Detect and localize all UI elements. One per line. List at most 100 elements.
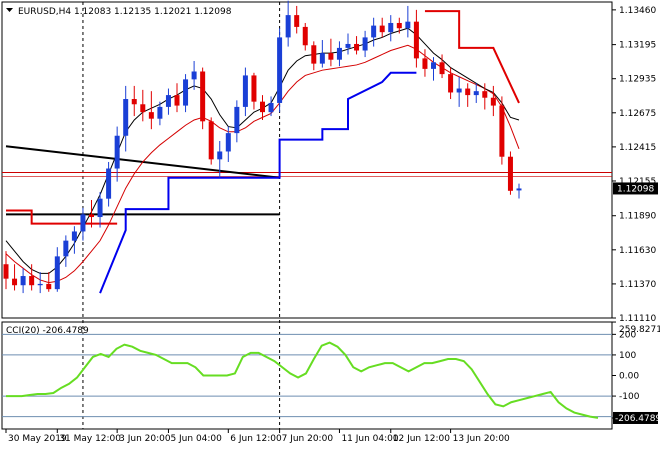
candle — [3, 251, 9, 290]
current-price-label: 1.12098 — [617, 184, 654, 194]
candle — [80, 207, 86, 241]
candle-body — [294, 15, 300, 27]
price-tick-label: 1.11630 — [619, 246, 656, 256]
cci-panel — [2, 333, 612, 419]
candle-body — [54, 256, 60, 290]
candle — [191, 61, 197, 90]
candle-body — [336, 47, 342, 60]
candle-body — [328, 53, 334, 60]
candle-body — [516, 188, 522, 191]
candle-body — [439, 62, 445, 75]
time-tick-label: 11 Jun 04:00 — [341, 434, 398, 444]
candle — [456, 76, 462, 107]
candle — [200, 67, 206, 130]
candle-body — [499, 105, 505, 157]
candle — [413, 9, 419, 68]
candle — [131, 85, 137, 117]
price-axis: 1.13460 1.13195 1.12935 1.12675 1.12415 1.121… — [612, 6, 658, 324]
candle-body — [448, 74, 454, 93]
candle-body — [174, 95, 180, 106]
time-tick-label: 5 Jun 04:00 — [170, 434, 222, 444]
candle — [12, 264, 18, 291]
candle-body — [405, 21, 411, 29]
candle — [20, 268, 26, 294]
candle — [294, 5, 300, 34]
candle-body — [200, 71, 206, 122]
chevron-down-icon[interactable] — [6, 8, 13, 12]
candle — [354, 36, 360, 55]
cci-tick-label: 100 — [619, 351, 636, 361]
candle — [439, 54, 445, 79]
candle — [234, 100, 240, 143]
candle-body — [354, 43, 360, 51]
price-tick-label: 1.13460 — [619, 6, 656, 16]
candle-body — [234, 106, 240, 134]
candle-body — [63, 240, 69, 257]
price-tick-label: 1.12155 — [619, 177, 656, 187]
time-tick-label: 31 May 12:00 — [59, 434, 121, 444]
candle-body — [285, 15, 291, 38]
candle — [63, 235, 69, 267]
candle-body — [46, 283, 52, 290]
trailing-stop-down-2 — [424, 10, 520, 104]
candle — [174, 83, 180, 113]
candle-body — [20, 276, 26, 286]
time-tick-label: 30 May 2019 — [8, 434, 67, 444]
candle-body — [106, 168, 112, 199]
candle-body — [396, 22, 402, 29]
candle — [225, 126, 231, 162]
candle — [260, 95, 265, 121]
price-tick-label: 1.11370 — [619, 280, 656, 290]
candle — [490, 85, 496, 117]
time-tick-label: 7 Jun 20:00 — [282, 434, 334, 444]
candle-body — [413, 21, 419, 59]
candle-body — [37, 283, 43, 286]
candle-body — [277, 37, 283, 103]
candle-body — [379, 25, 385, 33]
candle — [336, 41, 342, 67]
candle-body — [268, 102, 274, 113]
candle — [507, 151, 513, 195]
candle-body — [89, 214, 94, 218]
candle-body — [183, 79, 189, 106]
candle — [208, 117, 214, 165]
candle-body — [29, 276, 35, 286]
price-tick-label: 1.12415 — [619, 143, 656, 153]
candle-body — [362, 37, 368, 51]
candle — [473, 83, 479, 103]
time-tick-label: 6 Jun 12:00 — [230, 434, 282, 444]
cci-header: CCI(20) -206.4789 — [6, 326, 89, 336]
price-tick-label: 1.11890 — [619, 212, 656, 222]
time-tick-label: 3 Jun 20:00 — [119, 434, 171, 444]
candle-body — [371, 25, 377, 38]
candle — [268, 96, 274, 117]
candle — [448, 67, 454, 100]
candle — [388, 15, 394, 42]
candle — [89, 199, 94, 228]
candle — [311, 41, 317, 71]
candle — [123, 85, 129, 152]
candle — [422, 49, 428, 77]
candle-body — [157, 106, 163, 119]
candle — [148, 91, 154, 130]
price-tick-label: 1.13195 — [619, 41, 656, 51]
time-tick-label: 13 Jun 20:00 — [453, 434, 510, 444]
candle-body — [465, 88, 471, 96]
candle — [482, 83, 488, 110]
candle — [302, 22, 308, 51]
candle-body — [490, 97, 496, 106]
candle — [371, 17, 377, 47]
cci-tick-label: -100 — [619, 392, 640, 402]
candle — [242, 67, 248, 117]
candle-body — [165, 95, 171, 107]
candle-body — [225, 133, 231, 152]
candle — [319, 40, 325, 68]
candle — [97, 192, 103, 228]
candle-body — [123, 99, 129, 136]
candle-body — [3, 264, 9, 279]
candle — [106, 161, 112, 207]
candles — [3, 0, 522, 294]
